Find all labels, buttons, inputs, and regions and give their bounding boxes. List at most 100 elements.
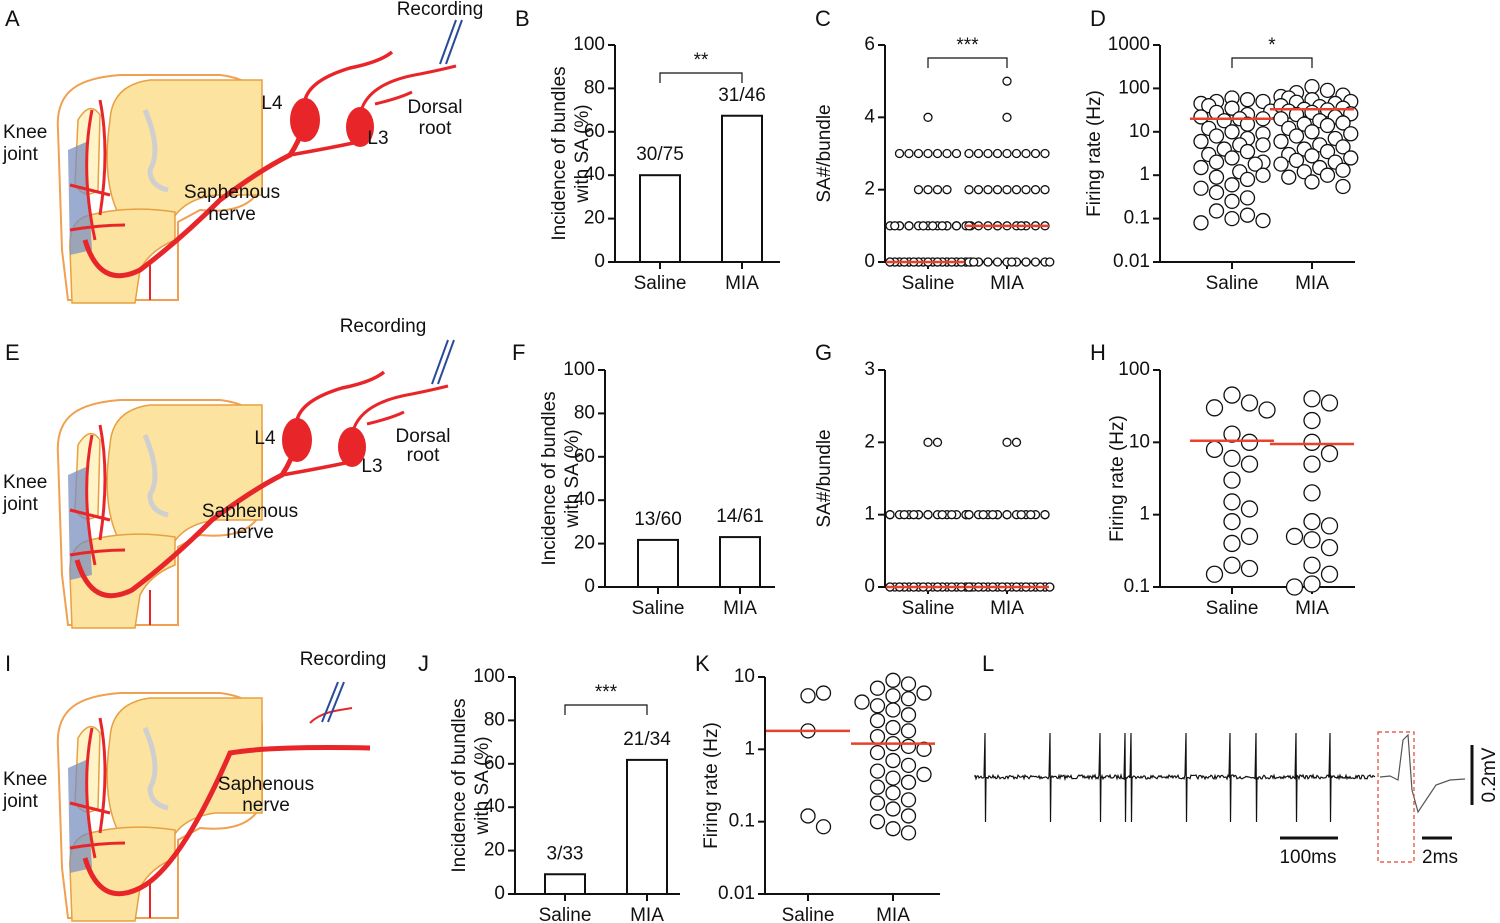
- data-point: [1319, 143, 1336, 160]
- data-point: [869, 779, 886, 795]
- data-point: [900, 774, 917, 790]
- data-point: [923, 148, 933, 159]
- data-point: [1224, 210, 1240, 227]
- data-point: [1255, 212, 1271, 229]
- y-tick-label: 80: [584, 77, 605, 98]
- y-tick-label: 0.01: [718, 883, 755, 904]
- data-point: [916, 766, 932, 783]
- data-point: [932, 437, 943, 447]
- y-tick-label: 80: [574, 402, 595, 423]
- y-tick-label: 0.1: [1124, 576, 1150, 597]
- panel-letter: K: [695, 651, 710, 676]
- significance-bracket: [659, 72, 743, 83]
- data-point: [1224, 100, 1240, 116]
- data-point: [1223, 513, 1241, 531]
- data-point: [1040, 148, 1050, 159]
- y-tick-label: 100: [1118, 77, 1150, 98]
- data-point: [1239, 143, 1256, 160]
- data-point: [951, 148, 962, 159]
- x-tick-label: Saline: [634, 273, 687, 294]
- y-tick-label: 0: [594, 251, 605, 272]
- data-point: [1030, 257, 1041, 267]
- panel-letter: B: [515, 6, 530, 31]
- data-point: [1223, 556, 1241, 574]
- data-point: [983, 257, 993, 267]
- y-tick-label: 10: [1129, 431, 1150, 452]
- data-point: [900, 707, 917, 723]
- y-tick-label: 40: [574, 489, 595, 510]
- data-point: [913, 185, 924, 195]
- data-point: [1205, 565, 1224, 583]
- data-point: [1193, 159, 1209, 176]
- panel-letter: L: [982, 651, 994, 676]
- scale-label: 0.2mV: [1479, 747, 1500, 802]
- data-point: [1021, 257, 1031, 267]
- panel-letter: E: [5, 340, 20, 365]
- data-point: [1026, 510, 1036, 520]
- data-point: [1240, 433, 1259, 451]
- data-point: [1045, 257, 1055, 267]
- panel-letter: C: [815, 6, 831, 31]
- data-point: [1303, 575, 1321, 593]
- label: Dorsal: [408, 97, 463, 118]
- data-point: [885, 821, 901, 837]
- y-tick-label: 80: [484, 709, 505, 730]
- data-point: [885, 688, 901, 704]
- data-point: [900, 808, 917, 824]
- data-point: [869, 698, 886, 714]
- panel-letter: G: [815, 340, 832, 365]
- scale-label: 2ms: [1422, 847, 1458, 868]
- y-axis-label: SA#/bundle: [814, 104, 835, 202]
- label: root: [419, 118, 452, 139]
- data-point: [1239, 92, 1256, 108]
- data-point: [894, 148, 905, 159]
- y-axis-label: Incidence of bundles: [549, 66, 570, 240]
- data-point: [1303, 455, 1321, 473]
- data-point: [1281, 169, 1297, 185]
- bar: [721, 114, 763, 263]
- data-point: [1021, 148, 1031, 159]
- data-point: [992, 185, 1003, 195]
- label: Recording: [340, 316, 427, 337]
- y-axis-label: with SA (%): [562, 429, 583, 528]
- panel-letter: F: [512, 340, 525, 365]
- data-point: [1208, 203, 1225, 219]
- data-point: [815, 819, 832, 835]
- data-point: [869, 680, 886, 696]
- data-point: [1208, 154, 1225, 170]
- data-point: [1258, 401, 1276, 419]
- y-tick-label: 1: [1139, 504, 1150, 525]
- x-tick-label: MIA: [1295, 273, 1329, 294]
- significance-label: ***: [595, 682, 618, 703]
- bar: [719, 536, 761, 589]
- label: Saphenous: [218, 774, 314, 795]
- value-label: 3/33: [547, 843, 584, 864]
- x-tick-label: Saline: [782, 905, 835, 923]
- x-tick-label: MIA: [723, 598, 757, 619]
- data-point: [1240, 455, 1259, 473]
- y-tick-label: 0.01: [1113, 251, 1150, 272]
- data-point: [1304, 174, 1320, 190]
- x-tick-label: Saline: [1206, 598, 1259, 619]
- data-point: [1193, 109, 1209, 125]
- data-point: [1224, 150, 1240, 166]
- y-tick-label: 20: [574, 533, 595, 554]
- label: joint: [2, 494, 39, 515]
- data-point: [1193, 133, 1209, 150]
- x-tick-label: MIA: [1295, 598, 1329, 619]
- data-point: [1319, 82, 1336, 99]
- data-point: [942, 185, 952, 195]
- label: Recording: [300, 649, 387, 670]
- data-point: [1030, 148, 1041, 159]
- data-point: [1304, 124, 1320, 140]
- label: Knee: [3, 472, 47, 493]
- data-point: [916, 685, 932, 701]
- data-point: [900, 691, 917, 707]
- data-point: [1247, 156, 1263, 172]
- y-tick-label: 0: [864, 251, 875, 272]
- data-point: [869, 744, 886, 761]
- data-point: [1223, 471, 1241, 489]
- significance-label: ***: [956, 35, 979, 56]
- data-point: [869, 795, 886, 811]
